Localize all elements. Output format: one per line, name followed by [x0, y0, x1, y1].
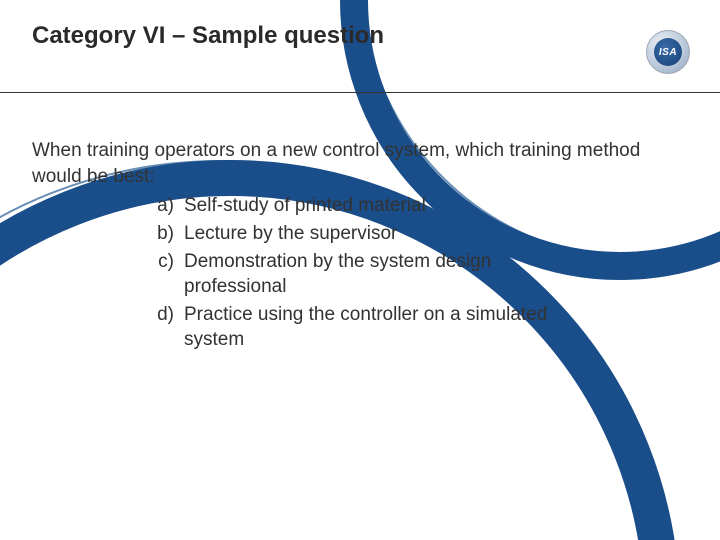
list-item: d) Practice using the controller on a si…	[142, 302, 680, 353]
option-letter: c)	[142, 249, 174, 275]
options-list: a) Self-study of printed material b) Lec…	[142, 193, 680, 353]
question-block: When training operators on a new control…	[32, 138, 680, 355]
option-text: Practice using the controller on a simul…	[184, 302, 584, 353]
title-divider	[0, 92, 720, 93]
option-letter: d)	[142, 302, 174, 328]
option-text: Lecture by the supervisor	[184, 221, 397, 247]
option-text: Self-study of printed material	[184, 193, 426, 219]
list-item: b) Lecture by the supervisor	[142, 221, 680, 247]
question-stem: When training operators on a new control…	[32, 138, 680, 189]
option-letter: a)	[142, 193, 174, 219]
isa-logo: ISA	[646, 30, 690, 74]
logo-inner-icon: ISA	[654, 38, 682, 66]
option-letter: b)	[142, 221, 174, 247]
list-item: c) Demonstration by the system design pr…	[142, 249, 680, 300]
logo-text: ISA	[659, 47, 677, 58]
list-item: a) Self-study of printed material	[142, 193, 680, 219]
page-title: Category VI – Sample question	[32, 22, 384, 50]
option-text: Demonstration by the system design profe…	[184, 249, 584, 300]
